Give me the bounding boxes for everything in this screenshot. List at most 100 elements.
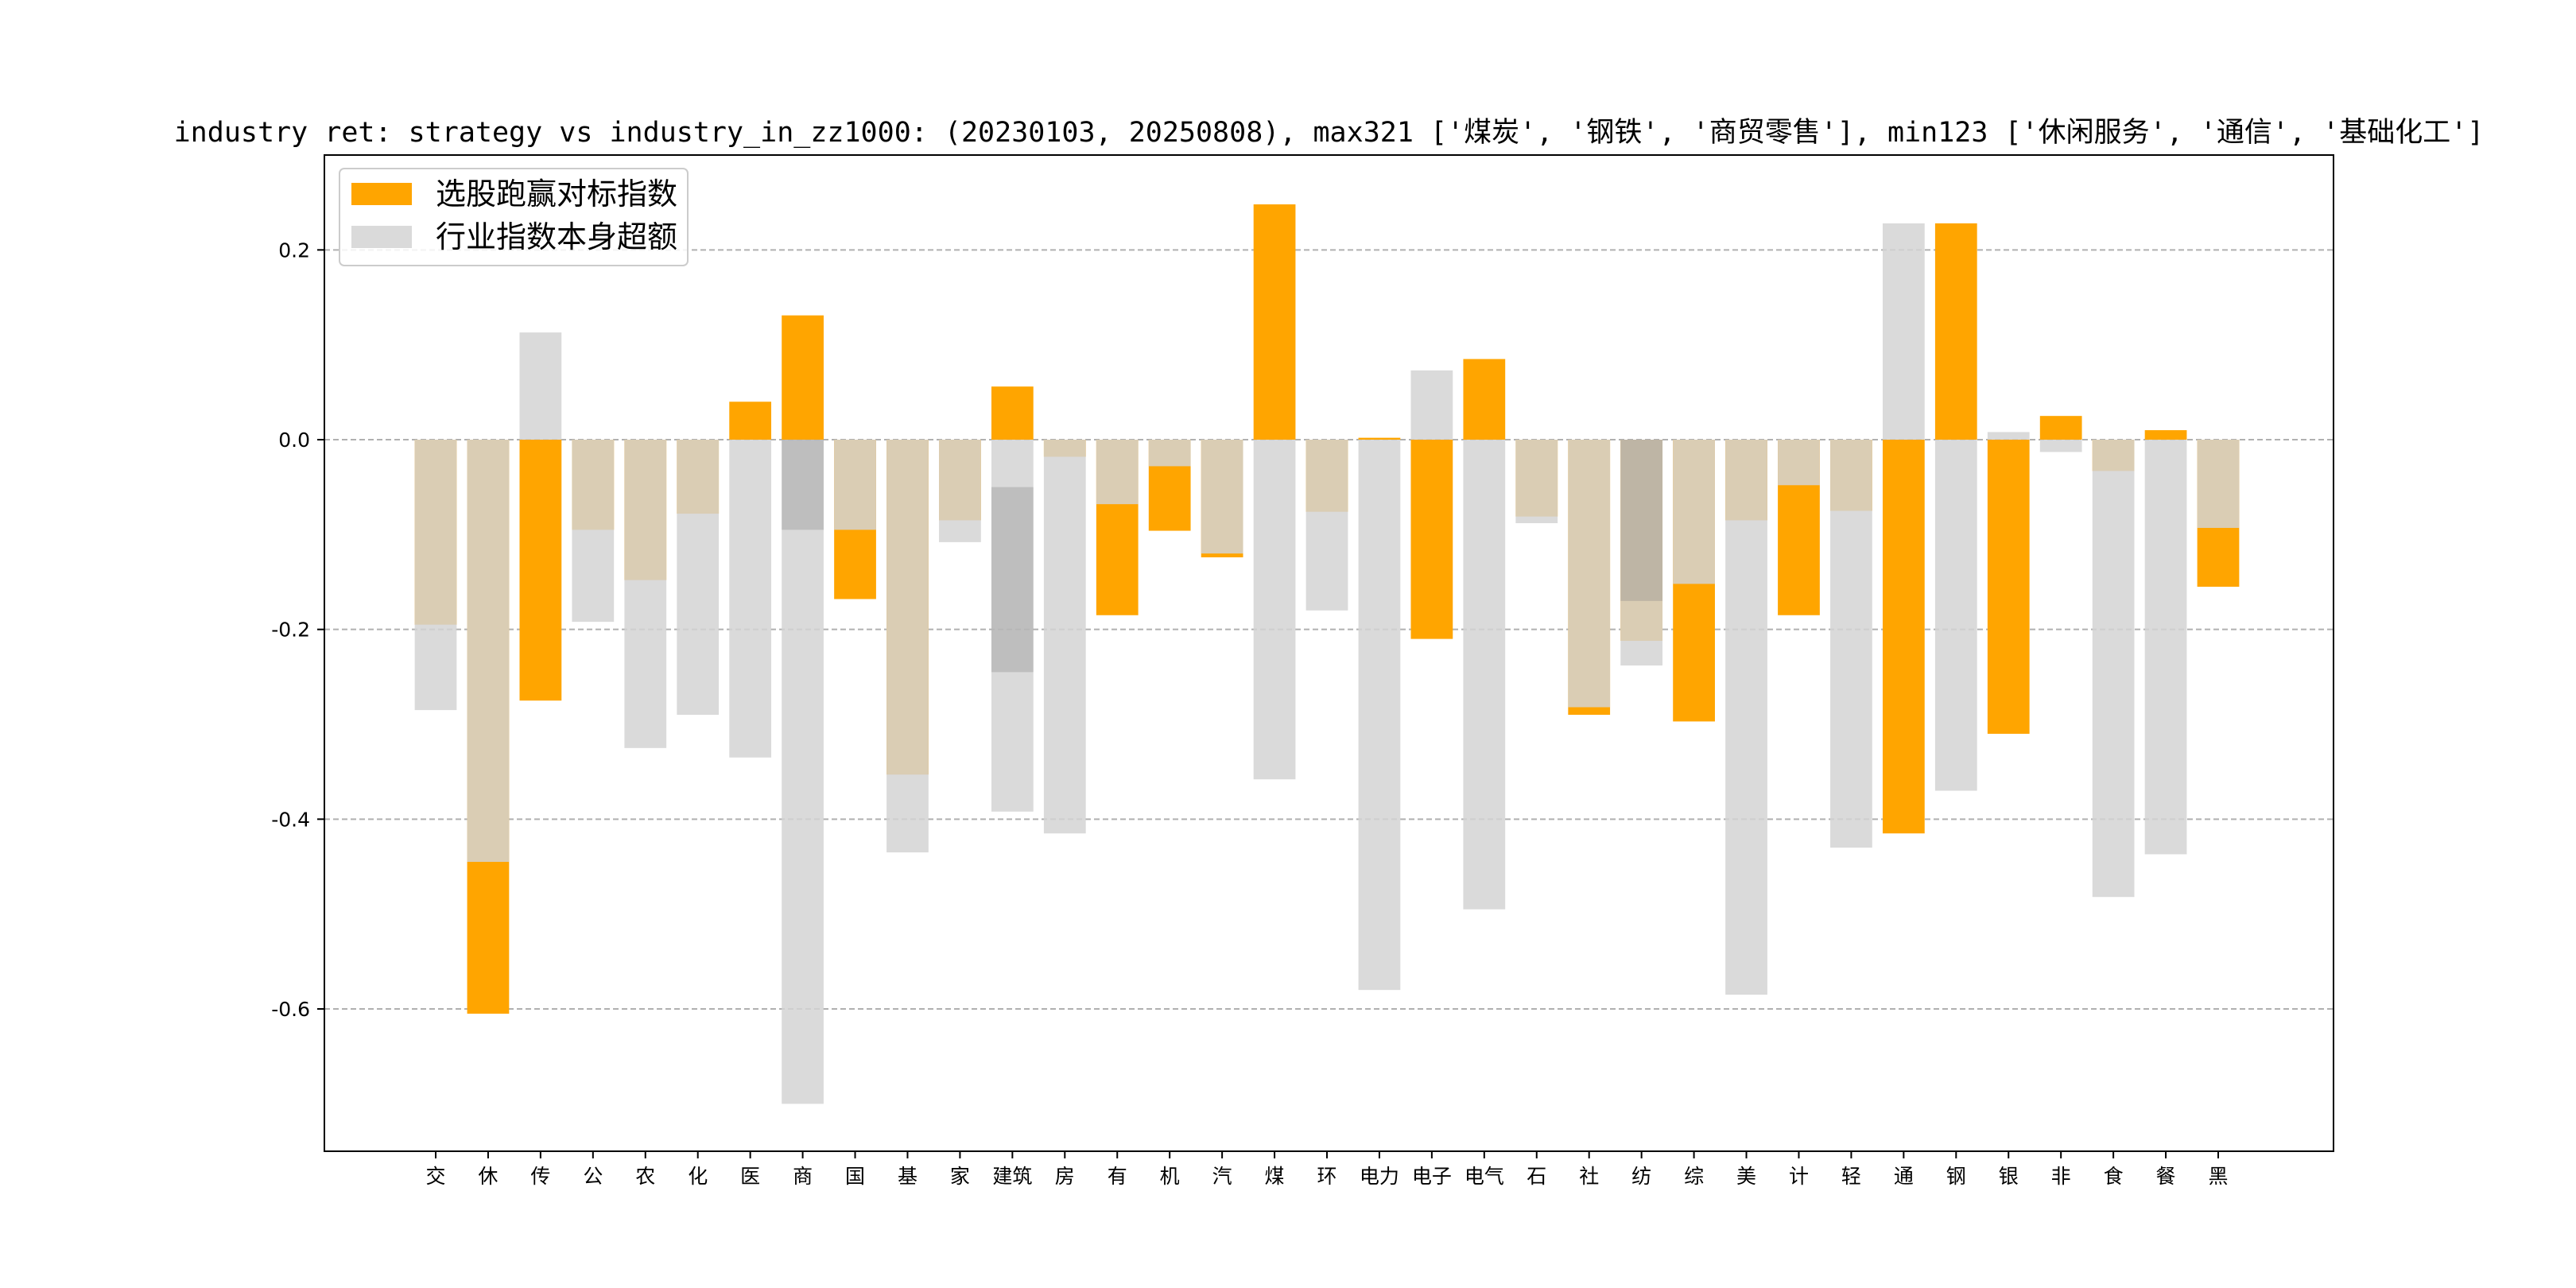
bar-industry <box>1830 440 1872 848</box>
x-tick-label: 国 <box>845 1165 865 1188</box>
x-tick-label: 煤 <box>1265 1165 1285 1188</box>
x-tick-label: 基 <box>898 1165 918 1188</box>
x-tick-label: 钢 <box>1946 1165 1966 1188</box>
bar-industry <box>1253 440 1296 780</box>
plot-frame <box>324 154 2334 1152</box>
bar-industry <box>2144 440 2187 855</box>
bar-strategy <box>729 402 772 440</box>
x-tick-label: 传 <box>530 1165 550 1188</box>
bar-industry <box>1882 223 1925 440</box>
legend-swatch <box>351 226 412 248</box>
bar-industry <box>1305 440 1348 611</box>
bar-industry <box>1673 440 1715 584</box>
x-tick-label: 有 <box>1108 1165 1127 1188</box>
bar-industry <box>1201 440 1243 554</box>
bar-industry <box>1934 440 1977 791</box>
x-tick-label: 交 <box>425 1165 445 1188</box>
bar-industry <box>834 440 876 530</box>
bar-industry <box>1463 440 1506 910</box>
x-tick-label: 化 <box>688 1165 708 1188</box>
bar-industry <box>1096 440 1139 505</box>
bar-strategy <box>1987 440 2030 734</box>
bar-overlap <box>782 440 824 530</box>
x-tick-label: 综 <box>1684 1165 1704 1188</box>
axes: -0.6-0.4-0.20.00.2交休传公农化医商国基家建筑房有机汽煤环电力电… <box>271 154 2334 1188</box>
bars <box>414 204 2240 1104</box>
y-tick-label: -0.2 <box>271 619 310 642</box>
x-tick-label: 轻 <box>1841 1165 1861 1188</box>
x-tick-label: 电气 <box>1465 1165 1504 1188</box>
bar-industry <box>991 440 1034 812</box>
y-tick-label: -0.6 <box>271 998 310 1021</box>
x-tick-label: 非 <box>2051 1165 2071 1188</box>
x-tick-label: 通 <box>1894 1165 1914 1188</box>
bar-industry <box>1515 440 1558 524</box>
bar-industry <box>467 440 510 863</box>
bar-industry <box>414 440 457 711</box>
y-tick-label: -0.4 <box>271 808 310 831</box>
x-tick-label: 石 <box>1527 1165 1546 1188</box>
bar-industry <box>2039 440 2082 452</box>
bar-industry <box>1987 432 2030 440</box>
bar-industry <box>729 440 772 758</box>
x-tick-label: 医 <box>740 1165 760 1188</box>
bar-industry <box>1568 440 1611 708</box>
x-tick-label: 公 <box>583 1165 603 1188</box>
y-tick-label: 0.2 <box>278 239 310 262</box>
x-tick-label: 汽 <box>1212 1165 1232 1188</box>
x-tick-label: 银 <box>1999 1165 2019 1188</box>
bar-strategy <box>782 315 824 440</box>
x-tick-label: 食 <box>2104 1165 2124 1188</box>
x-tick-label: 房 <box>1055 1165 1075 1188</box>
x-tick-label: 纺 <box>1631 1165 1651 1188</box>
bar-strategy <box>991 386 1034 440</box>
bar-overlap <box>991 487 1034 673</box>
bar-industry <box>2092 440 2135 898</box>
x-tick-label: 餐 <box>2156 1165 2176 1188</box>
x-tick-label: 环 <box>1317 1165 1336 1188</box>
x-tick-label: 家 <box>950 1165 970 1188</box>
x-tick-label: 机 <box>1160 1165 1180 1188</box>
bar-strategy <box>519 440 562 701</box>
legend-label: 选股跑赢对标指数 <box>436 177 677 211</box>
legend-swatch <box>351 183 412 205</box>
x-tick-label: 电子 <box>1412 1165 1452 1188</box>
x-tick-label: 商 <box>793 1165 813 1188</box>
bar-industry <box>1148 440 1191 467</box>
x-tick-label: 社 <box>1579 1165 1599 1188</box>
bar-industry <box>572 440 615 623</box>
bar-strategy <box>1410 440 1453 639</box>
bar-industry <box>1410 370 1453 440</box>
y-tick-label: 0.0 <box>278 429 310 452</box>
bar-industry <box>2197 440 2240 528</box>
x-tick-label: 黑 <box>2208 1165 2228 1188</box>
bar-strategy <box>2039 416 2082 440</box>
legend-box <box>339 168 689 266</box>
x-tick-label: 电力 <box>1360 1165 1399 1188</box>
chart-title: industry ret: strategy vs industry_in_zz… <box>174 117 2485 149</box>
bar-industry <box>1620 440 1663 666</box>
bar-industry <box>519 332 562 440</box>
bar-industry <box>782 440 824 1104</box>
x-tick-label: 美 <box>1736 1165 1756 1188</box>
bar-industry <box>677 440 720 716</box>
bar-strategy <box>1934 223 1977 440</box>
bar-strategy <box>1253 204 1296 440</box>
legend-label: 行业指数本身超额 <box>436 219 677 254</box>
x-tick-label: 休 <box>478 1165 498 1188</box>
bar-industry <box>1043 440 1086 834</box>
bar-industry <box>624 440 667 748</box>
bar-strategy <box>2144 430 2187 440</box>
bar-industry <box>1358 440 1401 991</box>
bar-strategy <box>1882 440 1925 834</box>
x-tick-label: 计 <box>1789 1165 1809 1188</box>
x-tick-label: 农 <box>635 1165 655 1188</box>
bar-industry <box>1778 440 1820 486</box>
bar-industry <box>886 440 929 853</box>
x-tick-label: 建筑 <box>992 1165 1032 1188</box>
bar-overlap <box>1620 440 1663 601</box>
bar-industry <box>1725 440 1767 995</box>
bar-strategy <box>1463 359 1506 440</box>
